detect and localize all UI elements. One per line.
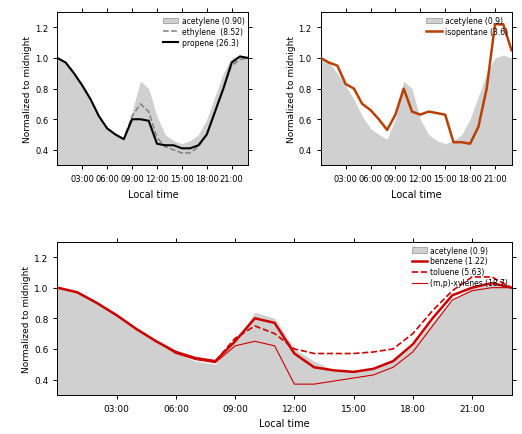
Y-axis label: Normalized to midnight: Normalized to midnight [22, 265, 31, 372]
Legend: acetylene (0.90), ethylene  (8.52), propene (26.3): acetylene (0.90), ethylene (8.52), prope… [162, 15, 246, 49]
X-axis label: Local time: Local time [127, 189, 178, 199]
X-axis label: Local time: Local time [259, 418, 310, 428]
X-axis label: Local time: Local time [391, 189, 442, 199]
Legend: acetylene (0.9), benzene (1.22), toluene (5.63), (m,p)-xylenes (18.7): acetylene (0.9), benzene (1.22), toluene… [410, 244, 509, 289]
Legend: acetylene (0.9), isopentane (3.6): acetylene (0.9), isopentane (3.6) [425, 15, 509, 38]
Y-axis label: Normalized to midnight: Normalized to midnight [287, 36, 295, 143]
Y-axis label: Normalized to midnight: Normalized to midnight [23, 36, 32, 143]
